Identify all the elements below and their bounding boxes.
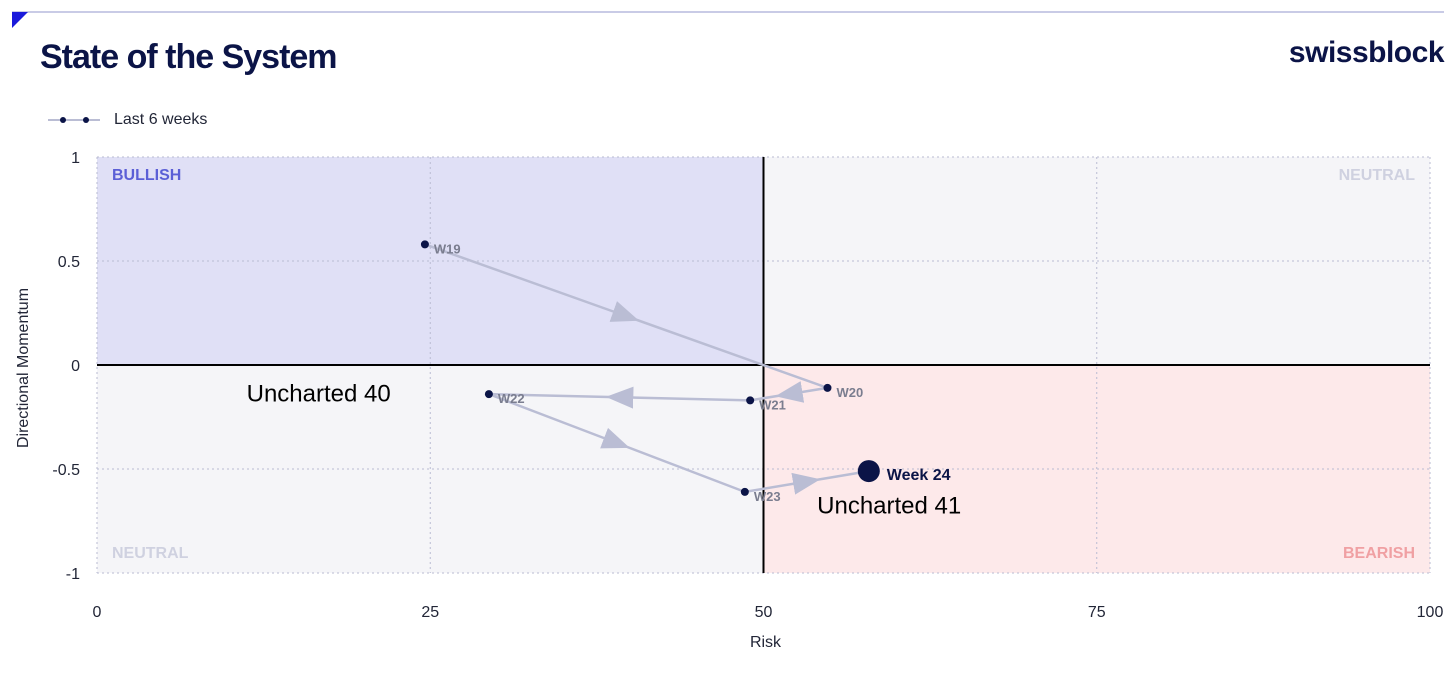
data-point [746,396,755,405]
path-segment [488,392,746,494]
y-tick-label: -1 [66,566,80,583]
y-tick-label: 0.5 [58,254,80,271]
y-tick-label: 1 [71,150,80,167]
y-axis-title: Directional Momentum [15,288,32,448]
brand-logo: swissblock [1288,36,1445,69]
quadrant-label-neutral-bottom: NEUTRAL [112,545,189,562]
data-point [740,487,749,496]
path-segment [424,243,828,390]
point-label: W19 [434,241,461,256]
annotation-label: Uncharted 41 [817,493,961,520]
point-label: W23 [754,489,781,504]
y-tick-label: 0 [71,358,80,375]
legend-label: Last 6 weeks [114,111,208,128]
quadrant-label-bearish: BEARISH [1343,545,1415,562]
top-rule [12,11,1444,13]
point-label: W20 [836,385,863,400]
data-point [484,390,493,399]
quadrant-label-neutral-top: NEUTRAL [1339,167,1416,184]
path-segment [488,386,751,409]
quadrant-label-bullish: BULLISH [112,167,181,184]
chart-legend[interactable]: Last 6 weeks [48,108,207,132]
point-label-current: Week 24 [887,467,951,484]
path-segment [749,381,828,403]
point-label: W21 [759,397,786,412]
data-point [420,240,429,249]
data-point [823,383,832,392]
x-tick-label: 75 [1088,604,1106,621]
page-title: State of the System [40,38,338,76]
corner-marker [12,12,28,28]
path-segment [744,469,870,495]
data-point-current [857,460,880,483]
point-label: W22 [498,391,525,406]
annotation-label: Uncharted 40 [247,380,391,407]
legend-line-marker-icon [48,117,100,123]
x-axis-title: Risk [750,634,782,651]
x-tick-label: 0 [93,604,102,621]
x-tick-label: 50 [755,604,773,621]
x-tick-label: 100 [1417,604,1444,621]
x-tick-label: 25 [421,604,439,621]
y-tick-label: -0.5 [52,462,80,479]
